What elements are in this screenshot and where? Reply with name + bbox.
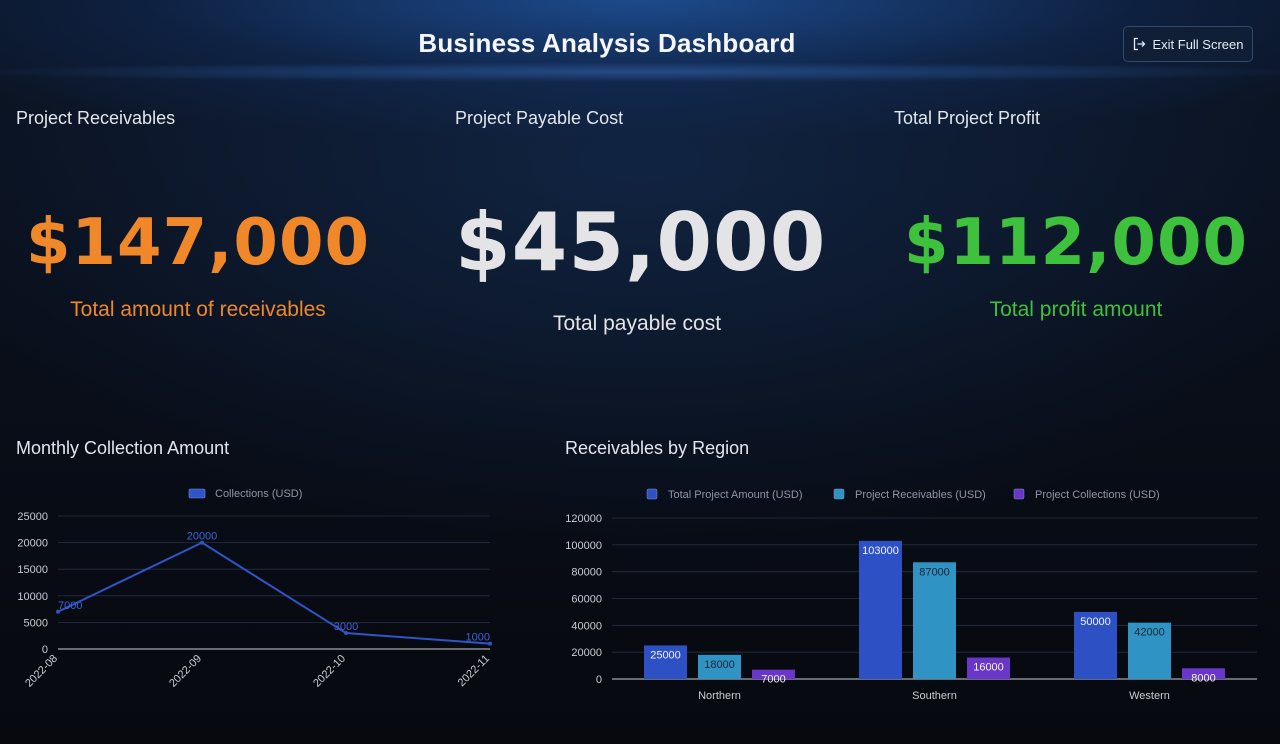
data-label: 7000 xyxy=(58,600,82,612)
legend-label: Collections (USD) xyxy=(215,488,302,500)
bar[interactable] xyxy=(913,562,956,679)
data-point[interactable] xyxy=(56,609,60,614)
y-tick-label: 15000 xyxy=(17,564,48,576)
monthly-chart-title: Monthly Collection Amount xyxy=(16,438,230,458)
legend-item-0[interactable]: Total Project Amount (USD) xyxy=(646,488,803,501)
header-glow xyxy=(0,62,1280,82)
legend-item-1[interactable]: Project Receivables (USD) xyxy=(833,488,986,501)
y-tick-label: 25000 xyxy=(17,511,48,523)
y-tick-label: 60000 xyxy=(571,594,602,606)
legend-swatch xyxy=(188,488,206,499)
data-point[interactable] xyxy=(344,631,348,636)
exit-fullscreen-icon xyxy=(1132,37,1146,51)
y-tick-label: 40000 xyxy=(571,620,602,632)
legend-label: Total Project Amount (USD) xyxy=(668,489,803,501)
x-tick-label: Northern xyxy=(698,690,741,702)
bar[interactable] xyxy=(1128,622,1171,679)
kpi-receivables-label: Project Receivables xyxy=(16,108,176,128)
y-tick-label: 80000 xyxy=(571,567,602,579)
x-tick-label: 2022-09 xyxy=(167,653,204,690)
legend-swatch xyxy=(1013,488,1025,500)
bar[interactable] xyxy=(1074,611,1117,679)
x-tick-label: 2022-10 xyxy=(311,653,348,690)
legend-swatch xyxy=(646,488,658,500)
legend-item-collections[interactable]: Collections (USD) xyxy=(188,488,302,500)
legend-label: Project Collections (USD) xyxy=(1035,489,1160,501)
bar[interactable] xyxy=(698,654,741,679)
data-label: 18000 xyxy=(704,659,735,671)
data-label: 3000 xyxy=(334,621,358,633)
legend-label: Project Receivables (USD) xyxy=(855,489,986,501)
y-tick-label: 20000 xyxy=(571,647,602,659)
x-tick-label: Western xyxy=(1129,690,1170,702)
bar[interactable] xyxy=(967,657,1010,679)
y-tick-label: 120000 xyxy=(565,513,602,525)
data-label: 7000 xyxy=(761,674,785,686)
bar[interactable] xyxy=(859,540,902,679)
data-label: 20000 xyxy=(187,531,218,543)
data-label: 16000 xyxy=(973,662,1004,674)
y-tick-label: 100000 xyxy=(565,540,602,552)
data-point[interactable] xyxy=(200,540,204,545)
kpi-profit-label: Total Project Profit xyxy=(894,108,1041,128)
data-label: 1000 xyxy=(466,632,490,644)
kpi-receivables-value: $147,000 xyxy=(25,206,371,280)
monthly-collection-line-chart: Collections (USD) 0 5000 10000 15000 20000 250… xyxy=(17,488,492,690)
y-tick-label: 0 xyxy=(596,674,602,686)
x-tick-label: Southern xyxy=(912,690,957,702)
legend-swatch xyxy=(833,488,845,500)
x-tick-label: 2022-08 xyxy=(23,653,60,690)
data-label: 87000 xyxy=(919,566,950,578)
exit-fullscreen-button[interactable]: Exit Full Screen xyxy=(1123,26,1253,62)
data-label: 25000 xyxy=(650,649,681,661)
series-line-collections xyxy=(57,541,491,645)
region-chart-title: Receivables by Region xyxy=(565,438,750,458)
bar[interactable] xyxy=(1182,668,1225,679)
bar[interactable] xyxy=(752,669,795,679)
kpi-profit-caption: Total profit amount xyxy=(989,298,1163,321)
data-point[interactable] xyxy=(488,641,492,646)
y-tick-label: 5000 xyxy=(24,617,48,629)
kpi-payable-label: Project Payable Cost xyxy=(455,108,624,128)
kpi-payable-value: $45,000 xyxy=(455,196,827,289)
exit-fullscreen-label: Exit Full Screen xyxy=(1152,36,1244,52)
data-label: 103000 xyxy=(862,545,899,557)
data-label: 42000 xyxy=(1134,627,1165,639)
x-tick-label: 2022-11 xyxy=(456,653,492,689)
region-receivables-bar-chart: Total Project Amount (USD) Project Receiv… xyxy=(565,488,1257,702)
y-tick-label: 0 xyxy=(42,644,48,656)
data-label: 8000 xyxy=(1191,672,1215,684)
data-label: 50000 xyxy=(1080,616,1111,628)
page-title: Business Analysis Dashboard xyxy=(418,28,796,58)
kpi-profit-value: $112,000 xyxy=(903,206,1249,280)
kpi-payable-caption: Total payable cost xyxy=(552,312,722,335)
y-tick-label: 10000 xyxy=(17,591,48,603)
y-tick-label: 20000 xyxy=(17,538,48,550)
bar[interactable] xyxy=(644,645,687,679)
kpi-receivables-caption: Total amount of receivables xyxy=(70,298,326,321)
legend-item-2[interactable]: Project Collections (USD) xyxy=(1013,488,1160,501)
